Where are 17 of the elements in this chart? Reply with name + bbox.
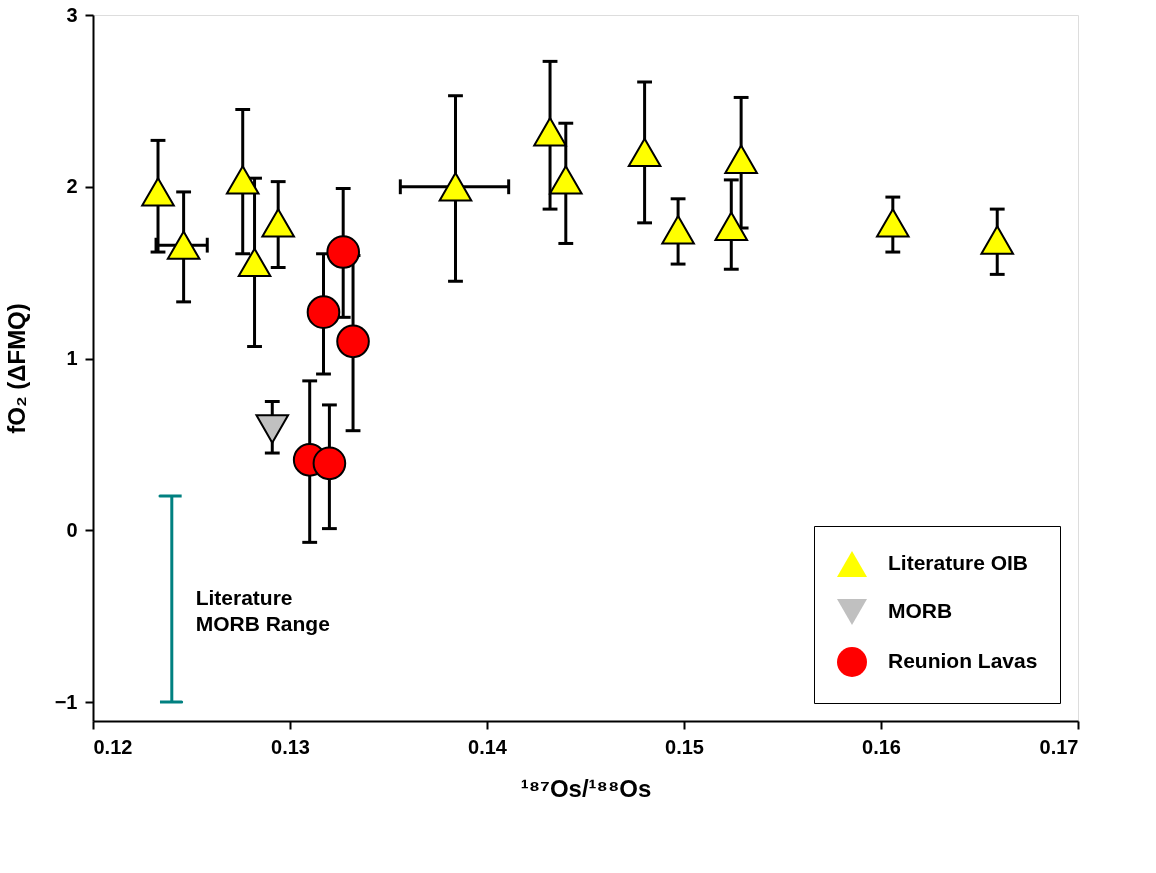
x-tick-label: 0.13 xyxy=(271,735,310,758)
y-tick-label: −1 xyxy=(54,690,78,713)
y-tick-label: 2 xyxy=(66,175,78,198)
legend-label: Literature OIB xyxy=(888,551,1029,574)
x-tick-label: 0.12 xyxy=(93,735,133,758)
series-label: Literature MORB Range xyxy=(195,586,330,636)
x-tick-label: 0.15 xyxy=(665,735,704,758)
x-tick-label: 0.16 xyxy=(862,735,901,758)
legend-label: Reunion Lavas xyxy=(888,649,1038,672)
x-tick-label: 0.17 xyxy=(1039,735,1079,758)
legend-label: MORB xyxy=(888,599,953,622)
x-axis-title: ¹⁸⁷Os/¹⁸⁸Os xyxy=(520,774,652,802)
y-tick-label: 1 xyxy=(66,347,78,370)
x-tick-label: 0.14 xyxy=(468,735,508,758)
y-tick-label: 3 xyxy=(66,3,78,26)
y-axis-title: fO₂ (ΔFMQ) xyxy=(2,303,30,434)
y-tick-label: 0 xyxy=(66,518,78,541)
